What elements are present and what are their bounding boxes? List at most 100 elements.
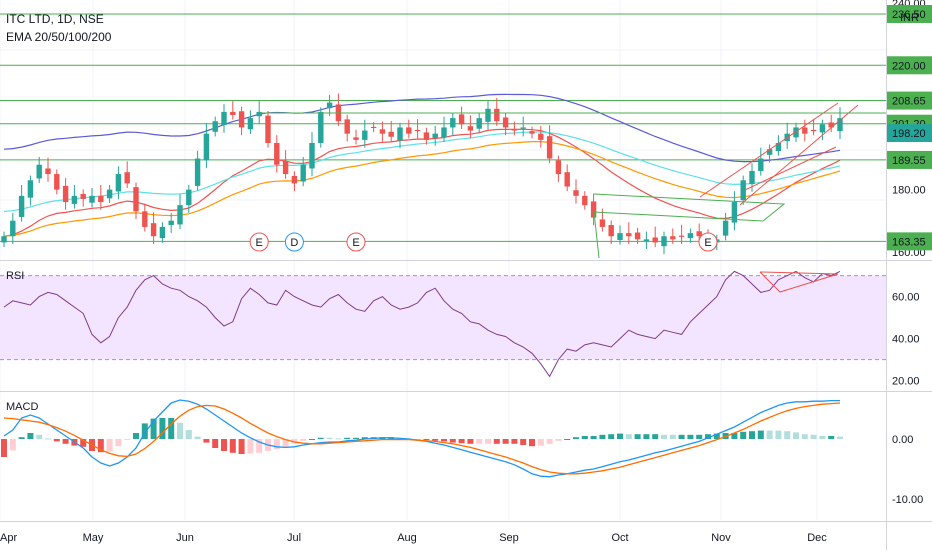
candle-body-7 [62, 185, 69, 203]
event-marker-1 [284, 232, 304, 252]
candle-body-83 [731, 202, 738, 223]
rsi-pane-label[interactable]: RSI [6, 270, 25, 282]
macd-hist-bar-2 [18, 437, 25, 439]
macd-hist-bar-73 [643, 434, 650, 439]
last-price-tag [887, 124, 932, 143]
macd-hist-bar-22 [194, 436, 201, 439]
macd-hist-bar-4 [36, 434, 43, 439]
macd-hist-bar-34 [300, 439, 307, 441]
candle-body-28 [247, 118, 254, 130]
macd-hist-bar-14 [124, 439, 131, 440]
time-tick-label-1: May [83, 532, 104, 544]
candle-body-13 [115, 174, 122, 192]
macd-hist-bar-71 [625, 434, 632, 439]
event-marker-label-2: E [352, 237, 359, 249]
macd-hist-bar-20 [177, 422, 183, 439]
channel-upper-line-2 [739, 104, 859, 206]
macd-hist-bar-12 [106, 439, 113, 452]
candle-body-20 [177, 205, 183, 225]
candle-body-47 [414, 129, 421, 132]
candle-body-75 [661, 236, 667, 247]
macd-hist-bar-62 [546, 439, 553, 444]
macd-hist-bar-93 [819, 436, 826, 439]
symbol-title[interactable]: ITC LTD, 1D, NSE [6, 12, 104, 26]
candle-body-68 [599, 219, 606, 227]
macd-hist-bar-76 [669, 434, 676, 439]
last-price-label: 198.20 [892, 128, 926, 140]
candle-body-9 [80, 193, 86, 199]
macd-hist-bar-90 [793, 432, 799, 439]
macd-hist-bar-24 [212, 439, 219, 448]
candle-body-66 [582, 195, 588, 206]
level-price-tag-1 [887, 56, 932, 75]
macd-hist-bar-13 [115, 439, 122, 447]
macd-hist-bar-92 [810, 434, 817, 439]
candle-body-90 [793, 127, 799, 138]
macd-hist-bar-3 [27, 433, 34, 439]
candle-body-2 [18, 195, 25, 217]
rsi-tick-label-2: 60.00 [892, 292, 920, 304]
rsi-tick-label-0: 20.00 [892, 376, 920, 388]
candle-body-31 [274, 142, 280, 165]
event-marker-label-3: E [704, 237, 711, 249]
candle-body-21 [186, 189, 192, 206]
ema-indicator-label[interactable]: EMA 20/50/100/200 [6, 30, 112, 44]
macd-hist-bar-41 [361, 437, 368, 439]
channel-lower-line [744, 146, 837, 191]
macd-hist-bar-66 [581, 436, 588, 439]
macd-tick-label-0: 0.00 [892, 434, 913, 446]
macd-signal-line [3, 402, 841, 475]
candle-body-73 [643, 239, 650, 242]
candle-body-50 [441, 127, 447, 138]
event-marker-label-0: E [256, 237, 263, 249]
level-price-label-4: 189.55 [892, 155, 926, 167]
candle-body-94 [828, 122, 834, 128]
candle-body-53 [467, 126, 474, 131]
candle-body-12 [106, 189, 113, 199]
macd-hist-bar-56 [493, 439, 500, 444]
candle-body-87 [766, 149, 773, 155]
candle-body-63 [555, 160, 562, 175]
candle-body-23 [203, 133, 210, 161]
candle-body-82 [722, 220, 729, 236]
macd-hist-bar-94 [828, 436, 835, 439]
candle-body-54 [476, 118, 482, 129]
macd-hist-bar-77 [678, 434, 685, 439]
event-marker-label-1: D [290, 237, 298, 249]
candle-body-29 [256, 111, 262, 117]
macd-hist-bar-78 [687, 434, 694, 439]
candle-body-36 [318, 111, 324, 143]
candle-body-84 [740, 180, 746, 201]
macd-hist-bar-47 [414, 439, 421, 440]
level-price-tag-5 [887, 232, 932, 251]
macd-hist-bar-18 [159, 418, 166, 439]
candle-body-70 [617, 233, 623, 240]
candle-body-45 [397, 127, 403, 141]
time-tick-label-6: Oct [611, 532, 628, 544]
macd-hist-bar-17 [150, 418, 157, 439]
candle-body-93 [819, 124, 826, 133]
macd-hist-bar-83 [731, 433, 738, 439]
macd-hist-bar-61 [537, 439, 544, 446]
macd-hist-bar-40 [353, 437, 359, 439]
macd-hist-bar-6 [53, 439, 60, 442]
macd-hist-bar-35 [309, 439, 315, 440]
ema50-line [3, 141, 841, 237]
macd-pane-label[interactable]: MACD [6, 401, 39, 413]
candle-body-78 [687, 233, 694, 239]
candle-body-18 [159, 226, 166, 239]
macd-hist-bar-81 [713, 433, 720, 439]
candle-body-65 [573, 190, 579, 196]
candle-body-15 [133, 187, 139, 212]
event-marker-0 [249, 232, 269, 252]
candle-body-32 [282, 161, 289, 175]
event-marker-2 [346, 232, 366, 252]
macd-hist-bar-52 [458, 439, 465, 444]
macd-hist-bar-85 [749, 431, 755, 439]
macd-hist-bar-80 [705, 434, 711, 439]
macd-hist-bar-74 [652, 434, 659, 439]
candle-body-44 [388, 131, 394, 137]
candle-body-51 [450, 118, 456, 128]
